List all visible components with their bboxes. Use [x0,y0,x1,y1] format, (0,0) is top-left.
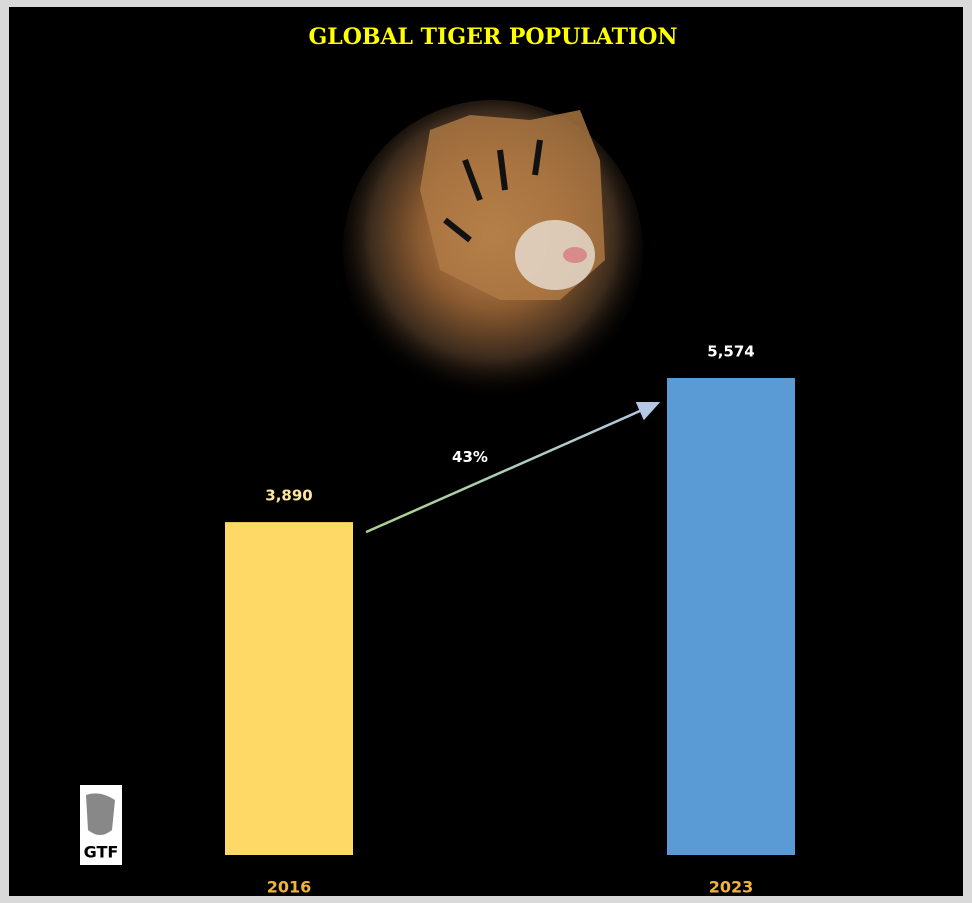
bar [225,522,353,855]
annotation: 43% [452,448,488,466]
logo-text: GTF [84,843,119,862]
logo: GTF [80,785,122,865]
x-tick-label: 2016 [267,878,312,897]
value-label: 3,890 [265,487,312,505]
growth-arrow [365,401,661,534]
x-tick-label: 2023 [709,878,754,897]
bar [667,378,795,855]
tiger-face [420,110,605,300]
chart-title: GLOBAL TIGER POPULATION [308,24,677,50]
value-label: 5,574 [707,343,754,361]
logo-icon [86,793,115,835]
